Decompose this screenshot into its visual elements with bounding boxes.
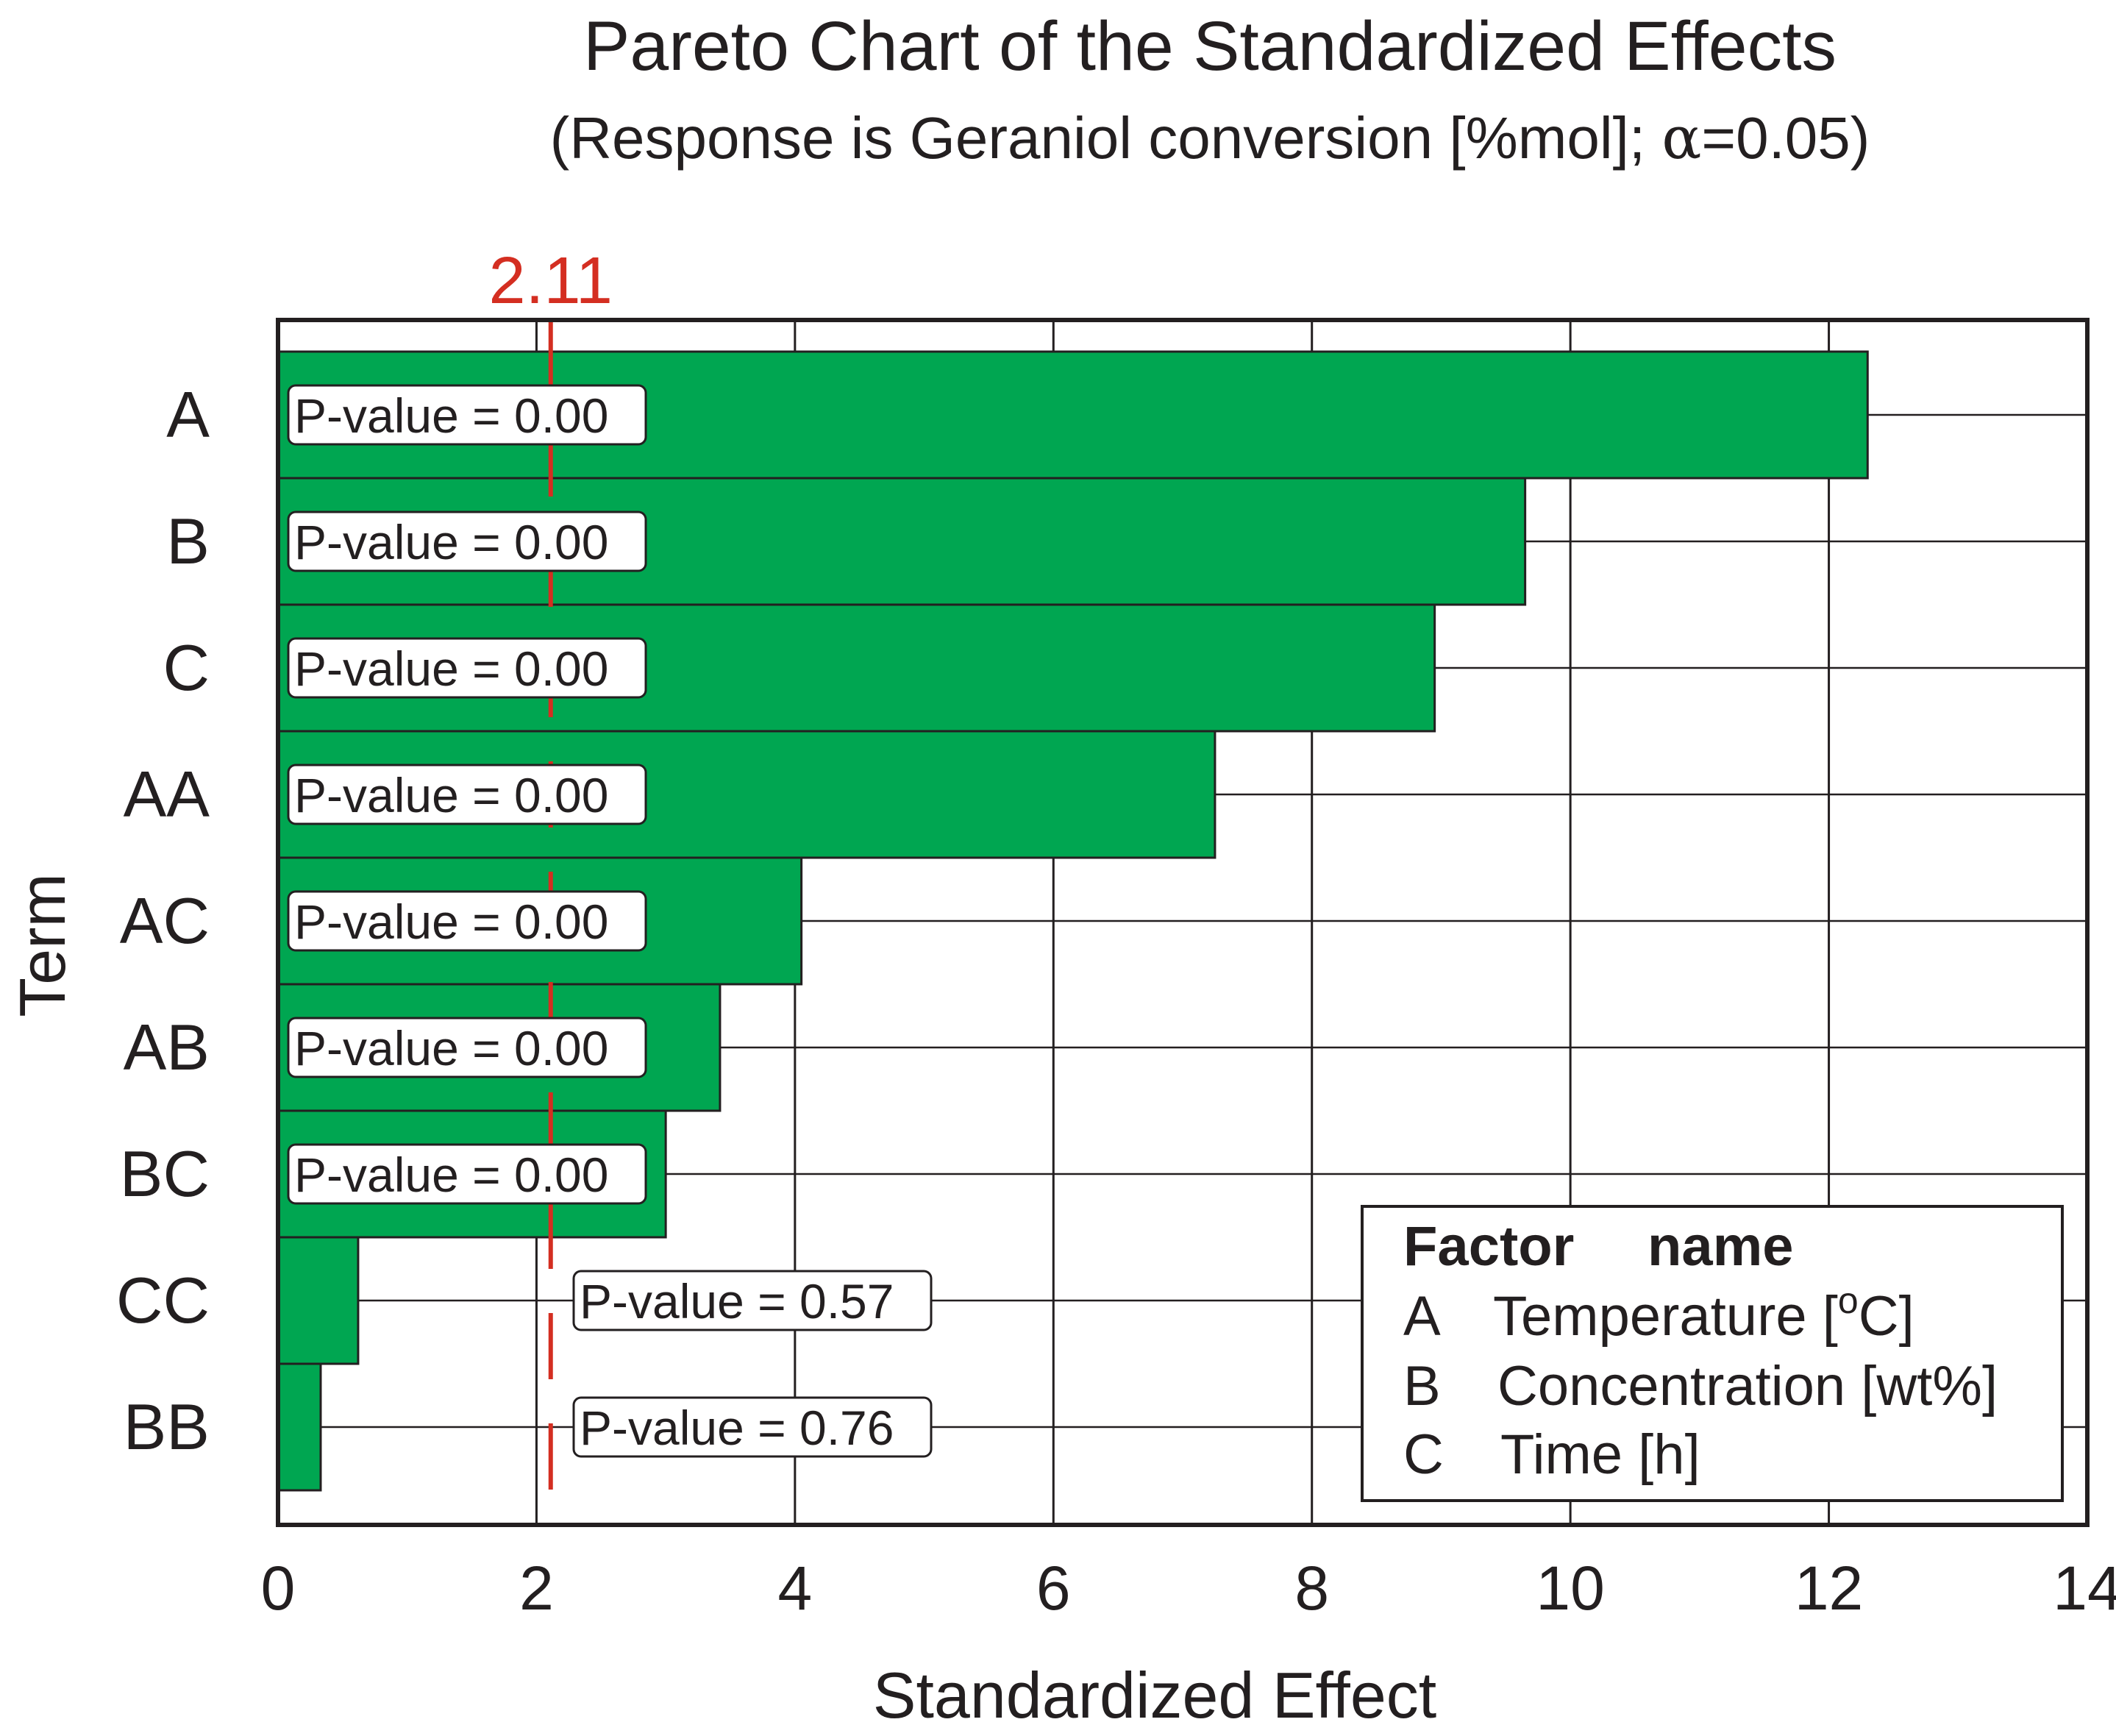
x-tick-label: 0 (261, 1554, 296, 1623)
x-tick-label: 4 (777, 1554, 812, 1623)
p-value-text: P-value = 0.00 (294, 641, 608, 696)
category-label-ac: AC (120, 884, 210, 957)
p-value-text: P-value = 0.00 (294, 388, 608, 443)
p-value-box (287, 1143, 647, 1205)
subtitle-suffix: =0.05) (1701, 105, 1870, 171)
p-value-label-ac: P-value = 0.00 (287, 890, 647, 952)
category-label-aa: AA (124, 758, 210, 830)
chart-title: Pareto Chart of the Standardized Effects (583, 7, 1837, 85)
p-value-label-bb: P-value = 0.76 (572, 1396, 933, 1458)
p-value-label-aa: P-value = 0.00 (287, 764, 647, 825)
legend: Factor name A Temperature [oC] B Concent… (1361, 1205, 2064, 1502)
p-value-box (287, 511, 647, 572)
p-value-label-b: P-value = 0.00 (287, 511, 647, 572)
x-tick-label: 12 (1795, 1554, 1863, 1623)
p-value-label-a: P-value = 0.00 (287, 384, 647, 446)
legend-header-factor: Factor (1403, 1215, 1574, 1278)
legend-header-name: name (1647, 1215, 1794, 1278)
bar-bb (277, 1362, 322, 1492)
p-value-box (572, 1396, 933, 1458)
y-axis-label: Term (6, 873, 79, 1017)
p-value-label-ab: P-value = 0.00 (287, 1017, 647, 1078)
x-tick-label: 6 (1036, 1554, 1071, 1623)
x-tick-labels: 0 2 4 6 8 10 12 14 (261, 1554, 2116, 1623)
p-value-text: P-value = 0.00 (294, 515, 608, 569)
x-tick-label: 14 (2053, 1554, 2116, 1623)
p-value-box (287, 890, 647, 952)
p-value-label-bc: P-value = 0.00 (287, 1143, 647, 1205)
x-axis-label: Standardized Effect (873, 1659, 1436, 1732)
legend-factor-b: B (1403, 1355, 1441, 1417)
legend-factor-a: A (1403, 1285, 1441, 1348)
category-label-ab: AB (124, 1011, 210, 1084)
category-label-bb: BB (124, 1390, 210, 1463)
legend-name-a-suffix: C] (1859, 1285, 1914, 1348)
p-value-text: P-value = 0.00 (294, 768, 608, 822)
category-label-a: A (166, 378, 210, 451)
p-value-box (287, 1017, 647, 1078)
x-tick-label: 8 (1294, 1554, 1329, 1623)
reference-line-label: 2.11 (489, 244, 613, 318)
p-value-text: P-value = 0.57 (580, 1274, 894, 1328)
p-value-box (287, 384, 647, 446)
p-value-box (572, 1270, 933, 1331)
p-value-label-cc: P-value = 0.57 (572, 1270, 933, 1331)
p-value-text: P-value = 0.76 (580, 1401, 894, 1455)
p-value-box (287, 764, 647, 825)
legend-name-a-prefix: Temperature [ (1493, 1285, 1838, 1348)
legend-box (1361, 1205, 2064, 1502)
p-value-text: P-value = 0.00 (294, 1021, 608, 1075)
subtitle-prefix: (Response is Geraniol conversion [%mol]; (550, 105, 1662, 171)
legend-name-a: Temperature [oC] (1493, 1280, 1914, 1348)
p-value-labels: P-value = 0.00 P-value = 0.00 P-value = 0.… (287, 384, 933, 1458)
x-tick-label: 2 (519, 1554, 554, 1623)
category-label-b: B (166, 505, 210, 577)
p-value-label-c: P-value = 0.00 (287, 637, 647, 699)
plot-frame (276, 318, 2090, 1527)
chart-subtitle: (Response is Geraniol conversion [%mol];… (550, 104, 1870, 172)
legend-name-a-superscript: o (1838, 1280, 1859, 1321)
p-value-box (287, 637, 647, 699)
p-value-text: P-value = 0.00 (294, 894, 608, 949)
category-label-c: C (163, 631, 210, 704)
p-value-text: P-value = 0.00 (294, 1148, 608, 1202)
legend-factor-c: C (1403, 1423, 1444, 1486)
category-label-bc: BC (120, 1137, 210, 1210)
legend-name-b: Concentration [wt%] (1497, 1355, 1998, 1417)
category-label-cc: CC (116, 1264, 210, 1337)
bar-cc (277, 1236, 360, 1365)
bars (277, 350, 1869, 1492)
x-tick-label: 10 (1536, 1554, 1604, 1623)
legend-name-c: Time [h] (1500, 1423, 1700, 1486)
subtitle-alpha-symbol: α (1661, 104, 1701, 172)
